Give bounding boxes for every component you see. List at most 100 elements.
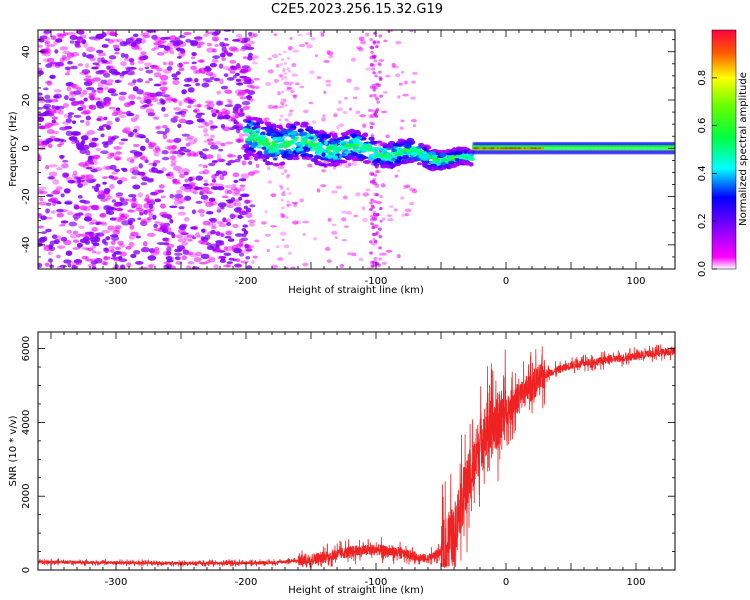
heatmap-cell <box>118 114 127 119</box>
heatmap-cell <box>283 150 289 154</box>
heatmap-cell <box>139 171 146 176</box>
heatmap-cell <box>289 141 296 145</box>
heatmap-cell <box>519 149 523 155</box>
heatmap-cell <box>51 104 56 110</box>
heatmap-cell <box>138 163 144 169</box>
heatmap-cell <box>292 49 300 53</box>
heatmap-cell <box>52 108 62 114</box>
heatmap-cell <box>357 47 364 52</box>
heatmap-cell <box>542 149 546 155</box>
heatmap-cell <box>130 117 138 122</box>
heatmap-cell <box>629 149 633 155</box>
heatmap-cell <box>38 116 45 122</box>
heatmap-cell <box>283 168 287 172</box>
heatmap-cell <box>294 152 299 156</box>
heatmap-cell <box>208 256 216 263</box>
heatmap-cell <box>72 213 81 219</box>
heatmap-cell <box>199 59 205 64</box>
heatmap-cell <box>68 221 78 227</box>
heatmap-cell <box>271 264 278 269</box>
heatmap-cell <box>288 87 292 91</box>
heatmap-cell <box>342 111 348 115</box>
heatmap-cell <box>38 125 44 129</box>
heatmap-cell <box>118 95 126 101</box>
heatmap-cell <box>286 67 290 71</box>
heatmap-cell <box>280 128 287 131</box>
heatmap-cell <box>400 70 405 74</box>
heatmap-cell <box>369 251 373 255</box>
heatmap-cell <box>635 149 639 155</box>
heatmap-cell <box>376 100 380 104</box>
heatmap-cell <box>45 63 53 68</box>
heatmap-cell <box>402 154 409 159</box>
snr-x-label: Height of straight line (km) <box>288 585 424 596</box>
heatmap-cell <box>221 57 226 62</box>
heatmap-cell <box>625 149 629 155</box>
heatmap-cell <box>362 217 368 223</box>
heatmap-cell <box>513 149 517 155</box>
heatmap-cell <box>387 218 394 222</box>
heatmap-cell <box>550 149 553 155</box>
heatmap-cell <box>252 122 257 126</box>
heatmap-cell <box>219 174 225 181</box>
heatmap-cell <box>106 65 111 71</box>
heatmap-cell <box>318 129 325 134</box>
heatmap-cell <box>89 161 95 165</box>
heatmap-cell <box>589 149 593 155</box>
heatmap-cell <box>100 198 108 202</box>
heatmap-cell <box>286 88 290 92</box>
heatmap-cell <box>242 224 249 228</box>
heatmap-cell <box>153 228 162 232</box>
heatmap-cell <box>82 52 87 58</box>
heatmap-cell <box>289 109 294 113</box>
heatmap-cell <box>278 52 282 56</box>
heatmap-cell <box>153 46 160 50</box>
heatmap-cell <box>118 91 128 96</box>
heatmap-cell <box>40 215 47 221</box>
heatmap-cell <box>213 77 220 82</box>
heatmap-cell <box>338 145 345 150</box>
heatmap-cell <box>577 149 581 155</box>
heatmap-cell <box>227 205 234 209</box>
heatmap-cell <box>158 40 167 44</box>
heatmap-cell <box>55 38 63 43</box>
heatmap-cell <box>198 68 203 74</box>
heatmap-cell <box>336 107 344 112</box>
heatmap-cell <box>370 50 374 55</box>
heatmap-cell <box>147 255 157 261</box>
heatmap-cell <box>239 108 244 113</box>
heatmap-cell <box>288 81 294 85</box>
heatmap-cell <box>118 258 128 263</box>
heatmap-cell <box>125 37 134 44</box>
heatmap-cell <box>241 193 250 198</box>
heatmap-cell <box>579 149 583 155</box>
heatmap-cell <box>330 140 338 145</box>
heatmap-cell <box>216 116 225 120</box>
heatmap-cell <box>127 209 134 213</box>
heatmap-cell <box>285 118 289 122</box>
heatmap-cell <box>56 235 62 241</box>
heatmap-cell <box>228 46 238 52</box>
heatmap-cell <box>286 56 291 60</box>
heatmap-cell <box>539 149 543 155</box>
heatmap-cell <box>306 133 311 138</box>
heatmap-cell <box>178 206 185 210</box>
heatmap-cell <box>241 228 247 232</box>
heatmap-cell <box>151 64 159 69</box>
heatmap-cell <box>242 143 250 149</box>
heatmap-cell <box>87 247 94 252</box>
heatmap-cell <box>144 91 152 96</box>
heatmap-cell <box>311 120 317 124</box>
heatmap-cell <box>323 140 329 146</box>
heatmap-cell <box>286 204 290 208</box>
heatmap-cell <box>217 255 224 260</box>
heatmap-cell <box>52 179 60 185</box>
heatmap-cell <box>571 149 575 155</box>
heatmap-cell <box>66 86 72 92</box>
heatmap-cell <box>262 158 267 163</box>
heatmap-cell <box>326 163 335 167</box>
heatmap-cell <box>38 186 47 190</box>
heatmap-cell <box>302 131 308 136</box>
heatmap-cell <box>275 63 280 68</box>
